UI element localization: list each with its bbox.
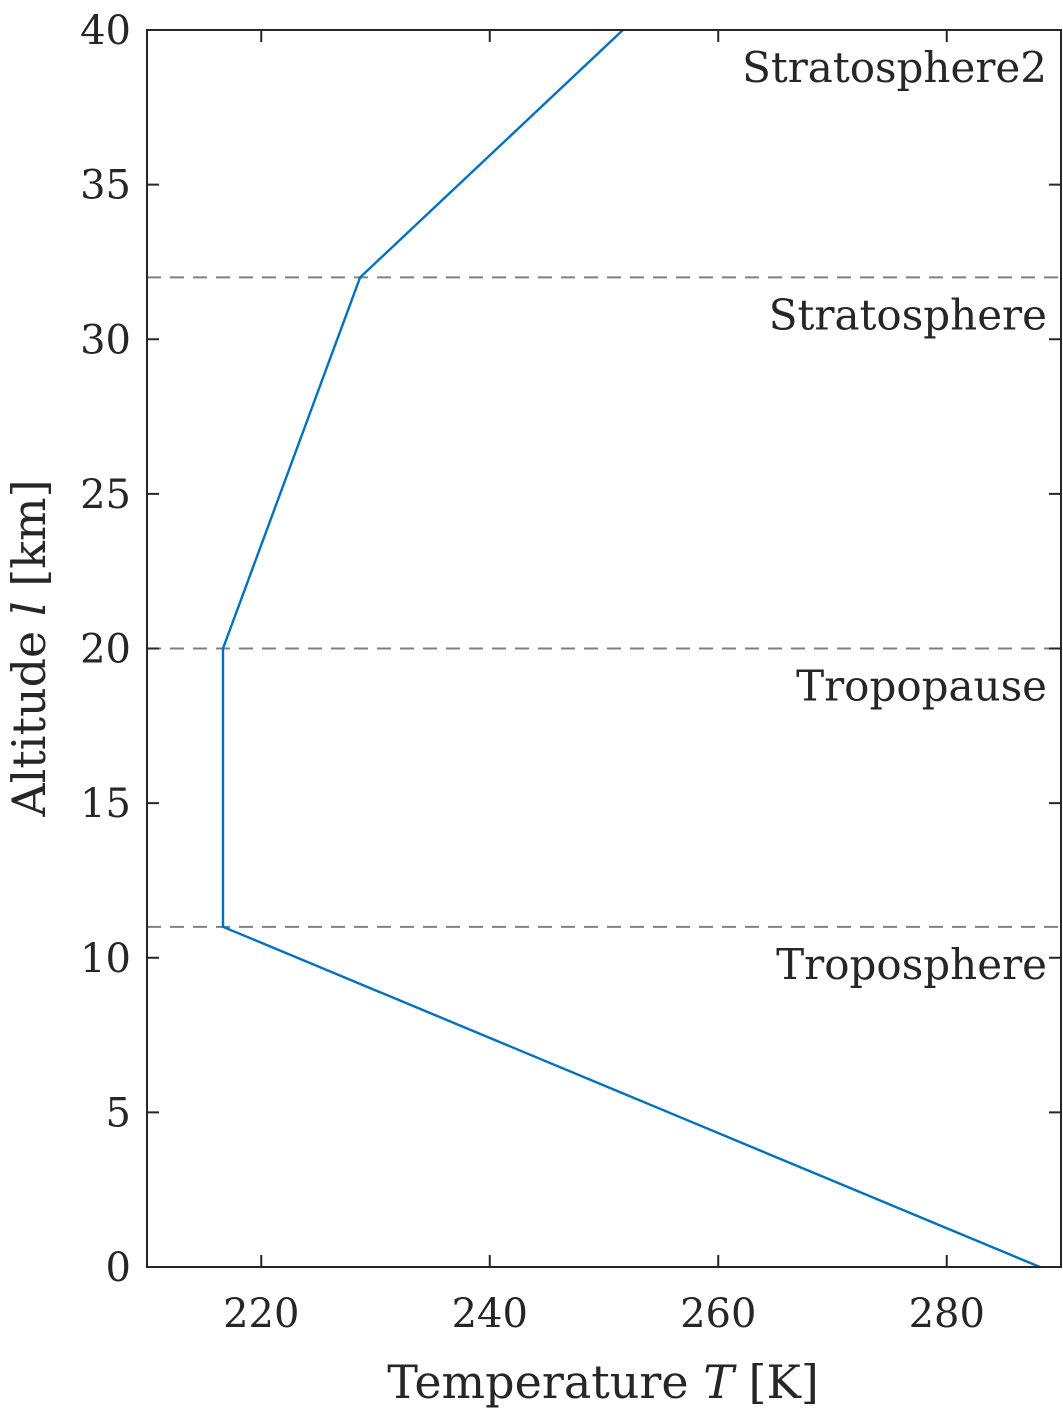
x-tick-label: 260 (680, 1291, 756, 1337)
plot-frame (146, 29, 1062, 1268)
y-tick-label: 20 (80, 627, 131, 673)
series-layer (221, 29, 1041, 1269)
y-tick-label: 10 (80, 936, 131, 982)
y-tick-label: 30 (80, 317, 131, 363)
y-tick-label: 35 (80, 163, 131, 209)
x-tick-label: 280 (909, 1291, 985, 1337)
reference-lines (147, 29, 1061, 928)
x-tick-label: 240 (452, 1291, 528, 1337)
region-label: Troposphere (776, 940, 1047, 989)
region-label: Stratosphere (769, 290, 1047, 339)
y-tick-label: 0 (106, 1245, 131, 1291)
temperature-profile-line (221, 29, 1041, 1269)
y-tick-label: 15 (80, 781, 131, 827)
y-tick-label: 25 (80, 472, 131, 518)
region-label: Tropopause (796, 662, 1047, 711)
region-labels: Troposphere Tropopause Stratosphere Stratos… (742, 43, 1047, 989)
y-tick-label: 5 (106, 1090, 131, 1136)
y-axis-title: Altitude l [km] (2, 479, 56, 817)
y-tick-label: 40 (80, 8, 131, 54)
x-axis-title: Temperature T [K] (387, 1355, 819, 1409)
region-label: Stratosphere2 (742, 43, 1047, 92)
x-tick-label: 220 (223, 1291, 299, 1337)
axes: 220 240 260 280 0 5 10 15 20 25 30 35 40 (80, 8, 1062, 1337)
